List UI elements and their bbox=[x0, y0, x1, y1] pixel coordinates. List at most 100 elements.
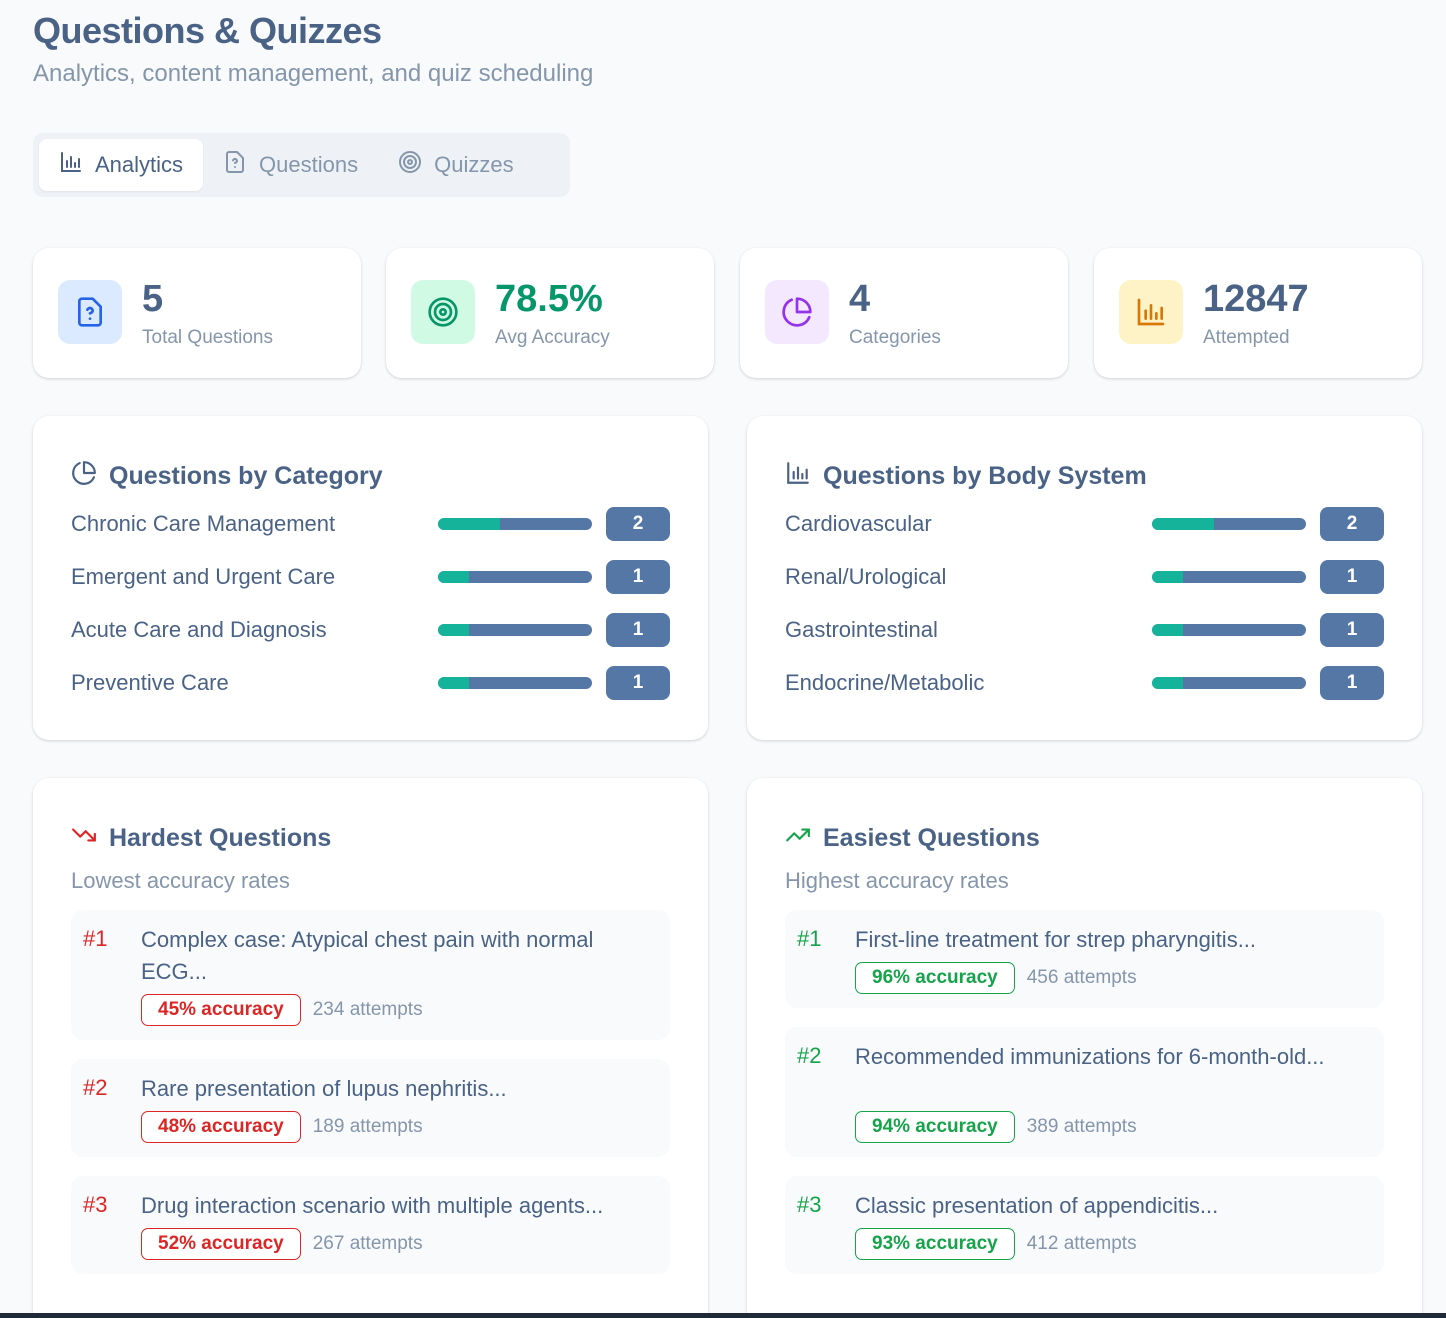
category-row: Emergent and Urgent Care 1 bbox=[71, 560, 670, 594]
question-item[interactable]: #1 First-line treatment for strep pharyn… bbox=[785, 910, 1384, 1008]
category-row: Preventive Care 1 bbox=[71, 666, 670, 700]
body-system-panel: Questions by Body System Cardiovascular … bbox=[747, 416, 1422, 740]
question-meta: 93% accuracy 412 attempts bbox=[855, 1228, 1137, 1260]
tab-label: Analytics bbox=[95, 152, 184, 177]
stat-label: Categories bbox=[849, 327, 941, 348]
panel-title-text: Easiest Questions bbox=[823, 824, 1040, 852]
question-rank: #2 bbox=[83, 1075, 108, 1100]
question-rank: #1 bbox=[797, 926, 822, 951]
question-text: Recommended immunizations for 6-month-ol… bbox=[855, 1044, 1325, 1069]
panel-title-text: Questions by Body System bbox=[823, 462, 1147, 490]
hardest-questions-panel: Hardest Questions Lowest accuracy rates … bbox=[33, 778, 708, 1318]
category-bar bbox=[438, 624, 592, 636]
body-system-label: Endocrine/Metabolic bbox=[785, 670, 985, 695]
question-rank: #3 bbox=[83, 1192, 108, 1217]
stat-value: 4 bbox=[849, 278, 871, 320]
body-system-bar bbox=[1152, 518, 1306, 530]
category-bar bbox=[438, 518, 592, 530]
body-system-count-badge: 1 bbox=[1320, 666, 1384, 700]
trending-up-icon bbox=[785, 822, 811, 855]
stat-label: Attempted bbox=[1203, 327, 1290, 348]
tab-label: Questions bbox=[259, 152, 359, 177]
body-system-row: Endocrine/Metabolic 1 bbox=[785, 666, 1384, 700]
category-row: Acute Care and Diagnosis 1 bbox=[71, 613, 670, 647]
stat-label: Total Questions bbox=[142, 327, 273, 348]
panel-title: Questions by Category bbox=[71, 460, 383, 493]
body-system-label: Cardiovascular bbox=[785, 511, 932, 536]
panel-title: Questions by Body System bbox=[785, 460, 1147, 493]
body-system-bar bbox=[1152, 677, 1306, 689]
easiest-questions-panel: Easiest Questions Highest accuracy rates… bbox=[747, 778, 1422, 1318]
target-icon bbox=[411, 280, 475, 344]
tab-quizzes[interactable]: Quizzes bbox=[378, 139, 533, 191]
body-system-label: Gastrointestinal bbox=[785, 617, 938, 642]
attempts-count: 189 attempts bbox=[312, 1116, 423, 1137]
attempts-count: 456 attempts bbox=[1026, 967, 1137, 988]
question-rank: #2 bbox=[797, 1043, 822, 1068]
question-meta: 96% accuracy 456 attempts bbox=[855, 962, 1137, 994]
body-system-label: Renal/Urological bbox=[785, 564, 947, 589]
attempts-count: 234 attempts bbox=[312, 999, 423, 1020]
body-system-count-badge: 1 bbox=[1320, 560, 1384, 594]
question-text: Classic presentation of appendicitis... bbox=[855, 1193, 1219, 1218]
category-panel: Questions by Category Chronic Care Manag… bbox=[33, 416, 708, 740]
body-system-row: Renal/Urological 1 bbox=[785, 560, 1384, 594]
panel-title-text: Hardest Questions bbox=[109, 824, 332, 852]
stat-label: Avg Accuracy bbox=[495, 327, 610, 348]
question-meta: 48% accuracy 189 attempts bbox=[141, 1111, 423, 1143]
category-bar-fill bbox=[438, 677, 469, 689]
page-subtitle: Analytics, content management, and quiz … bbox=[33, 60, 594, 87]
stat-value: 12847 bbox=[1203, 278, 1309, 320]
category-bar bbox=[438, 571, 592, 583]
category-label: Preventive Care bbox=[71, 670, 229, 695]
question-rank: #1 bbox=[83, 926, 108, 951]
pie-chart-icon bbox=[765, 280, 829, 344]
stat-value: 5 bbox=[142, 278, 164, 320]
file-question-icon bbox=[58, 280, 122, 344]
question-item[interactable]: #2 Rare presentation of lupus nephritis.… bbox=[71, 1059, 670, 1157]
question-text: Complex case: Atypical chest pain with n… bbox=[141, 927, 594, 984]
category-label: Chronic Care Management bbox=[71, 511, 336, 536]
bar-chart-icon bbox=[1119, 280, 1183, 344]
tab-questions[interactable]: Questions bbox=[203, 139, 378, 191]
question-meta: 45% accuracy 234 attempts bbox=[141, 994, 423, 1026]
category-count-badge: 2 bbox=[606, 507, 670, 541]
accuracy-badge: 45% accuracy bbox=[141, 994, 301, 1026]
category-bar-fill bbox=[438, 624, 469, 636]
stat-card-total-questions: 5 Total Questions bbox=[33, 248, 361, 378]
body-system-bar-fill bbox=[1152, 518, 1214, 530]
accuracy-badge: 93% accuracy bbox=[855, 1228, 1015, 1260]
accuracy-badge: 96% accuracy bbox=[855, 962, 1015, 994]
tab-bar: Analytics Questions Quizzes bbox=[33, 133, 570, 197]
bar-chart-icon bbox=[59, 150, 83, 180]
category-row: Chronic Care Management 2 bbox=[71, 507, 670, 541]
category-label: Emergent and Urgent Care bbox=[71, 564, 336, 589]
attempts-count: 412 attempts bbox=[1026, 1233, 1137, 1254]
question-item[interactable]: #3 Classic presentation of appendicitis.… bbox=[785, 1176, 1384, 1274]
question-text: Drug interaction scenario with multiple … bbox=[141, 1193, 604, 1218]
stat-value: 78.5% bbox=[495, 278, 603, 320]
attempts-count: 267 attempts bbox=[312, 1233, 423, 1254]
question-meta: 94% accuracy 389 attempts bbox=[855, 1111, 1137, 1143]
stat-card-attempted: 12847 Attempted bbox=[1094, 248, 1422, 378]
trending-down-icon bbox=[71, 822, 97, 855]
body-system-count-badge: 2 bbox=[1320, 507, 1384, 541]
panel-subtitle: Highest accuracy rates bbox=[785, 868, 1009, 893]
question-item[interactable]: #3 Drug interaction scenario with multip… bbox=[71, 1176, 670, 1274]
tab-analytics[interactable]: Analytics bbox=[39, 139, 204, 191]
window-bottom-edge bbox=[0, 1313, 1446, 1318]
accuracy-badge: 48% accuracy bbox=[141, 1111, 301, 1143]
pie-chart-icon bbox=[71, 460, 97, 493]
category-bar-fill bbox=[438, 571, 469, 583]
panel-subtitle: Lowest accuracy rates bbox=[71, 868, 290, 893]
question-meta: 52% accuracy 267 attempts bbox=[141, 1228, 423, 1260]
category-count-badge: 1 bbox=[606, 666, 670, 700]
page-title: Questions & Quizzes bbox=[33, 10, 382, 51]
file-question-icon bbox=[223, 150, 247, 180]
attempts-count: 389 attempts bbox=[1026, 1116, 1137, 1137]
question-item[interactable]: #1 Complex case: Atypical chest pain wit… bbox=[71, 910, 670, 1040]
body-system-bar bbox=[1152, 624, 1306, 636]
question-item[interactable]: #2 Recommended immunizations for 6-month… bbox=[785, 1027, 1384, 1157]
target-icon bbox=[398, 150, 422, 180]
stat-card-avg-accuracy: 78.5% Avg Accuracy bbox=[386, 248, 714, 378]
